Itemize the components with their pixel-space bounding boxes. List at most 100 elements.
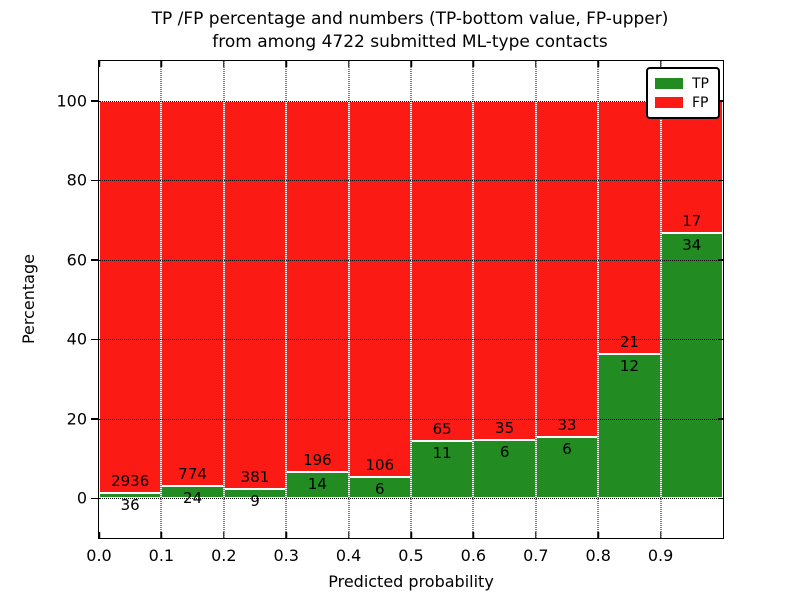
x-tick-mark-top	[160, 61, 163, 67]
y-tick-label: 100	[56, 91, 87, 111]
bar-label-tp: 12	[619, 356, 639, 375]
y-tick-label: 80	[66, 170, 87, 190]
bar-label-tp: 6	[375, 479, 385, 498]
bar-label-tp: 24	[183, 489, 203, 508]
y-tick-label: 0	[76, 488, 87, 508]
x-tick-label: 0.3	[273, 546, 299, 565]
y-tick-mark-right	[718, 418, 723, 420]
bar-label-fp: 381	[240, 468, 270, 487]
x-gridline	[410, 61, 412, 538]
x-tick-label: 0.8	[585, 546, 611, 565]
bar-label-fp: 774	[178, 465, 207, 484]
x-tick-mark	[223, 532, 225, 538]
bar-segment-fp	[99, 100, 162, 494]
x-tick-label: 0.9	[647, 546, 674, 565]
x-tick-mark	[597, 532, 599, 538]
bar-label-fp: 33	[557, 416, 577, 435]
y-tick-mark	[91, 179, 98, 181]
x-tick-mark	[472, 532, 475, 538]
plot-area: Percentage Predicted probability TP FP 2…	[19, 60, 724, 591]
bar-label-fp: 2936	[111, 472, 150, 491]
y-tick-label: 40	[66, 329, 87, 349]
y-tick-mark	[91, 497, 98, 499]
x-tick-mark-top	[285, 61, 287, 67]
x-tick-mark-top	[535, 61, 537, 67]
bar-label-fp: 21	[619, 332, 639, 351]
bar-segment-fp	[286, 100, 349, 472]
x-gridline	[285, 61, 287, 538]
x-axis-label: Predicted probability	[328, 572, 494, 591]
bar-label-tp: 34	[682, 236, 702, 255]
bar-label-tp: 14	[307, 474, 327, 493]
bar-label-tp: 36	[120, 496, 140, 515]
x-tick-mark-top	[472, 61, 475, 67]
bar-segment-fp	[161, 100, 224, 487]
bar-segment-tp	[223, 489, 287, 499]
bar-segment-tp	[411, 440, 474, 499]
legend-label-fp: FP	[692, 94, 709, 111]
legend: TP FP	[646, 67, 720, 119]
y-tick-mark	[91, 338, 98, 340]
y-tick-mark-right	[718, 497, 723, 499]
bar-segment-fp	[535, 100, 599, 438]
y-tick-label: 60	[66, 250, 87, 270]
bar-segment-tp	[660, 233, 723, 499]
bar-segment-fp	[598, 100, 661, 354]
y-tick-mark	[91, 259, 98, 261]
bar-segment-tp	[535, 437, 599, 499]
tp-swatch-icon	[655, 78, 683, 89]
x-gridline	[348, 61, 350, 538]
fp-swatch-icon	[655, 97, 683, 108]
x-gridline	[597, 61, 599, 538]
x-gridline	[472, 61, 474, 538]
chart-title: TP /FP percentage and numbers (TP-bottom…	[98, 8, 722, 54]
y-tick-label: 20	[66, 409, 87, 429]
y-tick-mark	[91, 100, 98, 102]
y-tick-mark-right	[718, 179, 723, 181]
x-tick-mark	[285, 532, 287, 538]
legend-item-tp: TP	[655, 74, 709, 93]
x-tick-label: 0.0	[86, 546, 112, 565]
bar-label-tp: 6	[562, 440, 572, 459]
x-gridline	[223, 61, 225, 538]
bar-segment-tp	[473, 440, 536, 499]
x-tick-mark-top	[98, 61, 100, 67]
x-tick-mark-top	[659, 61, 662, 67]
bar-label-fp: 17	[682, 212, 702, 231]
bar-segment-fp	[660, 100, 723, 234]
legend-label-tp: TP	[692, 75, 709, 92]
y-tick-mark-right	[718, 338, 723, 340]
x-tick-mark	[98, 532, 100, 538]
x-tick-label: 0.5	[398, 546, 424, 565]
bar-segment-fp	[223, 100, 287, 490]
y-tick-mark	[91, 418, 98, 420]
y-tick-mark-right	[718, 100, 723, 102]
bar-segment-tp	[598, 353, 661, 499]
bar-label-tp: 9	[250, 492, 260, 511]
x-gridline	[535, 61, 537, 538]
x-tick-mark-top	[410, 61, 412, 67]
x-tick-label: 0.4	[335, 546, 362, 565]
x-gridline	[160, 61, 162, 538]
x-tick-mark	[410, 532, 412, 538]
x-tick-mark-top	[347, 61, 350, 67]
bar-label-fp: 106	[365, 455, 395, 474]
bar-label-fp: 65	[432, 419, 452, 438]
legend-item-fp: FP	[655, 93, 709, 112]
bar-segment-fp	[473, 100, 536, 441]
x-tick-label: 0.7	[523, 546, 549, 565]
bar-segment-tp	[286, 471, 349, 499]
bar-label-fp: 196	[303, 450, 332, 469]
x-tick-mark	[659, 532, 662, 538]
x-tick-label: 0.6	[460, 546, 487, 565]
bar-segment-fp	[348, 100, 411, 477]
x-gridline	[660, 61, 662, 538]
bar-segment-fp	[411, 100, 474, 441]
bar-segment-tp	[161, 486, 224, 499]
x-tick-mark-top	[223, 61, 225, 67]
x-tick-label: 0.1	[148, 546, 175, 565]
x-tick-label: 0.2	[211, 546, 237, 565]
x-tick-mark	[160, 532, 163, 538]
x-tick-mark-top	[597, 61, 599, 67]
